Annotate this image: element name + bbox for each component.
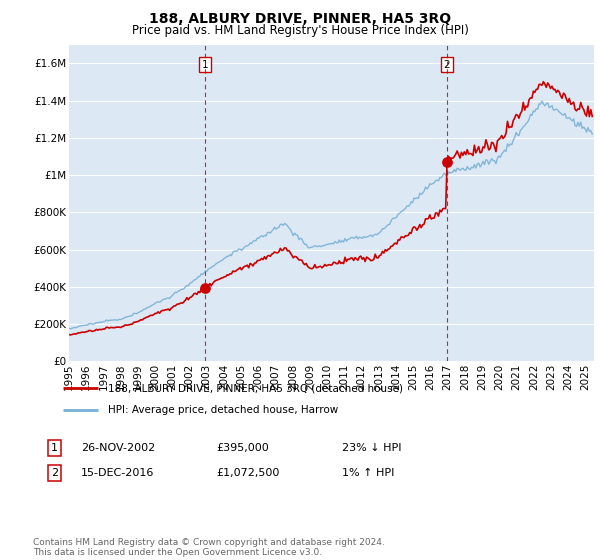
Point — [200, 283, 210, 292]
Text: 26-NOV-2002: 26-NOV-2002 — [81, 443, 155, 453]
Text: 15-DEC-2016: 15-DEC-2016 — [81, 468, 154, 478]
Text: 1% ↑ HPI: 1% ↑ HPI — [342, 468, 394, 478]
Text: Contains HM Land Registry data © Crown copyright and database right 2024.
This d: Contains HM Land Registry data © Crown c… — [33, 538, 385, 557]
Text: 2: 2 — [443, 60, 451, 69]
Text: 2: 2 — [51, 468, 58, 478]
Text: HPI: Average price, detached house, Harrow: HPI: Average price, detached house, Harr… — [109, 405, 339, 415]
Text: £1,072,500: £1,072,500 — [216, 468, 280, 478]
Text: 23% ↓ HPI: 23% ↓ HPI — [342, 443, 401, 453]
Text: 1: 1 — [51, 443, 58, 453]
Text: Price paid vs. HM Land Registry's House Price Index (HPI): Price paid vs. HM Land Registry's House … — [131, 24, 469, 36]
Text: 188, ALBURY DRIVE, PINNER, HA5 3RQ (detached house): 188, ALBURY DRIVE, PINNER, HA5 3RQ (deta… — [109, 383, 403, 393]
Text: 1: 1 — [202, 60, 208, 69]
Point — [442, 157, 452, 166]
Text: 188, ALBURY DRIVE, PINNER, HA5 3RQ: 188, ALBURY DRIVE, PINNER, HA5 3RQ — [149, 12, 451, 26]
Text: £395,000: £395,000 — [216, 443, 269, 453]
